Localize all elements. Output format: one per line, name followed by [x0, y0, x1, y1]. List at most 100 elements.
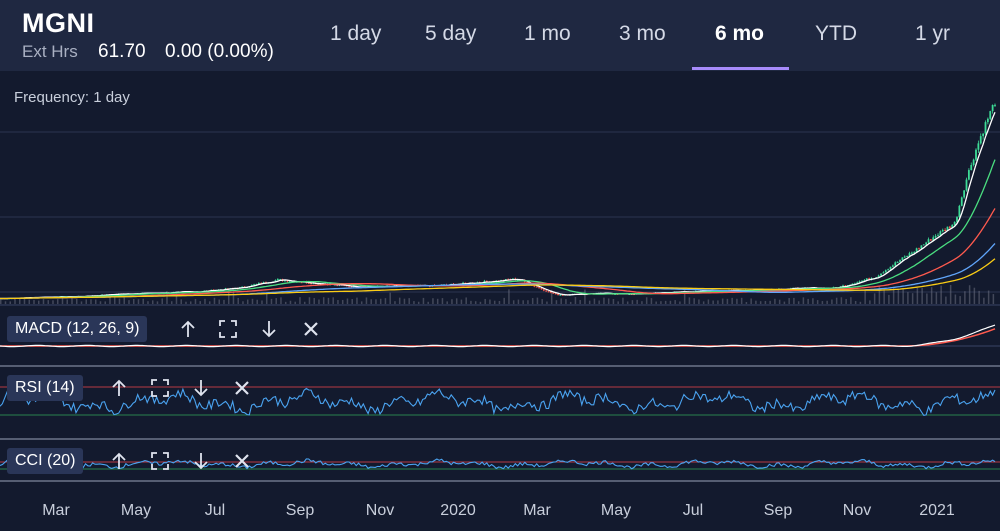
- volume-bar: [356, 297, 358, 304]
- volume-bar: [403, 298, 406, 304]
- volume-bar: [546, 301, 548, 304]
- volume-bar: [569, 301, 572, 304]
- arrow-down-icon[interactable]: [258, 318, 280, 340]
- volume-bar: [265, 292, 268, 304]
- volume-bar: [831, 299, 833, 304]
- arrow-down-icon[interactable]: [190, 377, 212, 399]
- volume-bar: [128, 300, 130, 304]
- moving-average-lines: [0, 112, 996, 300]
- close-icon[interactable]: [300, 318, 322, 340]
- volume-bars: [0, 284, 995, 304]
- candle: [542, 288, 545, 292]
- volume-bar: [541, 299, 543, 304]
- arrow-up-icon[interactable]: [177, 318, 199, 340]
- candle: [276, 278, 279, 281]
- volume-bar: [926, 293, 928, 304]
- candle: [559, 294, 562, 296]
- candle: [965, 177, 968, 192]
- moving-average-line: [0, 159, 996, 300]
- volume-bar: [422, 297, 425, 304]
- expand-icon[interactable]: [149, 377, 171, 399]
- tab-1-mo[interactable]: 1 mo: [524, 22, 571, 45]
- volume-bar: [759, 301, 762, 304]
- volume-bar: [346, 298, 349, 304]
- volume-bar: [365, 297, 368, 304]
- close-icon[interactable]: [231, 450, 253, 472]
- candle: [899, 259, 901, 263]
- candle: [994, 103, 996, 108]
- volume-bar: [626, 301, 629, 304]
- volume-bar: [185, 301, 187, 304]
- tab-5-day[interactable]: 5 day: [425, 22, 477, 45]
- volume-bar: [47, 300, 49, 304]
- tab-3-mo[interactable]: 3 mo: [619, 22, 666, 45]
- volume-bar: [446, 301, 448, 304]
- candle: [977, 140, 980, 153]
- volume-bar: [883, 288, 885, 304]
- volume-bar: [968, 285, 971, 304]
- tab-ytd[interactable]: YTD: [815, 22, 857, 45]
- candle: [989, 110, 992, 121]
- volume-bar: [636, 299, 638, 304]
- rsi-label[interactable]: RSI (14): [7, 375, 83, 401]
- volume-bar: [973, 287, 976, 304]
- volume-bar: [379, 298, 382, 304]
- candle: [903, 255, 906, 259]
- volume-bar: [584, 289, 586, 304]
- volume-bar: [99, 301, 102, 304]
- volume-bar: [930, 287, 933, 304]
- candle: [884, 269, 887, 273]
- macd-label[interactable]: MACD (12, 26, 9): [7, 316, 148, 342]
- tab-1-day[interactable]: 1 day: [330, 22, 382, 45]
- volume-bar: [897, 289, 900, 304]
- volume-bar: [151, 300, 154, 304]
- macd-line: [0, 324, 996, 348]
- volume-bar: [536, 297, 539, 304]
- volume-bar: [622, 297, 624, 304]
- volume-bar: [660, 301, 662, 304]
- volume-bar: [451, 299, 453, 304]
- volume-bar: [113, 297, 116, 304]
- volume-bar: [683, 289, 686, 304]
- expand-icon[interactable]: [217, 318, 239, 340]
- arrow-up-icon[interactable]: [108, 450, 130, 472]
- volume-bar: [907, 292, 909, 304]
- volume-bar: [408, 298, 410, 304]
- candle: [861, 280, 863, 282]
- candle: [939, 230, 942, 236]
- volume-bar: [194, 298, 197, 304]
- volume-bar: [797, 301, 800, 304]
- volume-bar: [816, 300, 819, 304]
- volume-bar: [246, 299, 249, 304]
- volume-bar: [370, 299, 372, 304]
- volume-bar: [308, 297, 311, 304]
- candle: [557, 293, 559, 296]
- volume-bar: [740, 297, 743, 304]
- volume-bar: [517, 299, 520, 304]
- volume-bar: [645, 297, 648, 304]
- tab-1-yr[interactable]: 1 yr: [915, 22, 951, 45]
- volume-bar: [175, 291, 178, 304]
- volume-bar: [655, 301, 657, 304]
- volume-bar: [878, 285, 881, 304]
- arrow-down-icon[interactable]: [190, 450, 212, 472]
- moving-average-line: [0, 208, 996, 300]
- volume-bar: [964, 291, 966, 304]
- close-icon[interactable]: [231, 377, 253, 399]
- volume-bar: [156, 301, 159, 304]
- quote-header: MGNI Ext Hrs 61.70 0.00 (0.00%) 1 day 5 …: [0, 0, 1000, 71]
- volume-bar: [180, 299, 182, 304]
- expand-icon[interactable]: [149, 450, 171, 472]
- volume-bar: [783, 301, 786, 304]
- tab-6-mo[interactable]: 6 mo: [715, 22, 765, 45]
- volume-bar: [859, 301, 862, 304]
- cci-label[interactable]: CCI (20): [7, 448, 84, 474]
- candle: [891, 264, 894, 268]
- stock-chart[interactable]: Frequency: 1 day Mar May Jul Sep Nov 202…: [0, 71, 1000, 531]
- arrow-up-icon[interactable]: [108, 377, 130, 399]
- candle: [547, 290, 550, 293]
- volume-bar: [66, 299, 68, 304]
- volume-bar: [736, 298, 738, 304]
- moving-average-line: [0, 112, 996, 300]
- volume-bar: [774, 298, 776, 304]
